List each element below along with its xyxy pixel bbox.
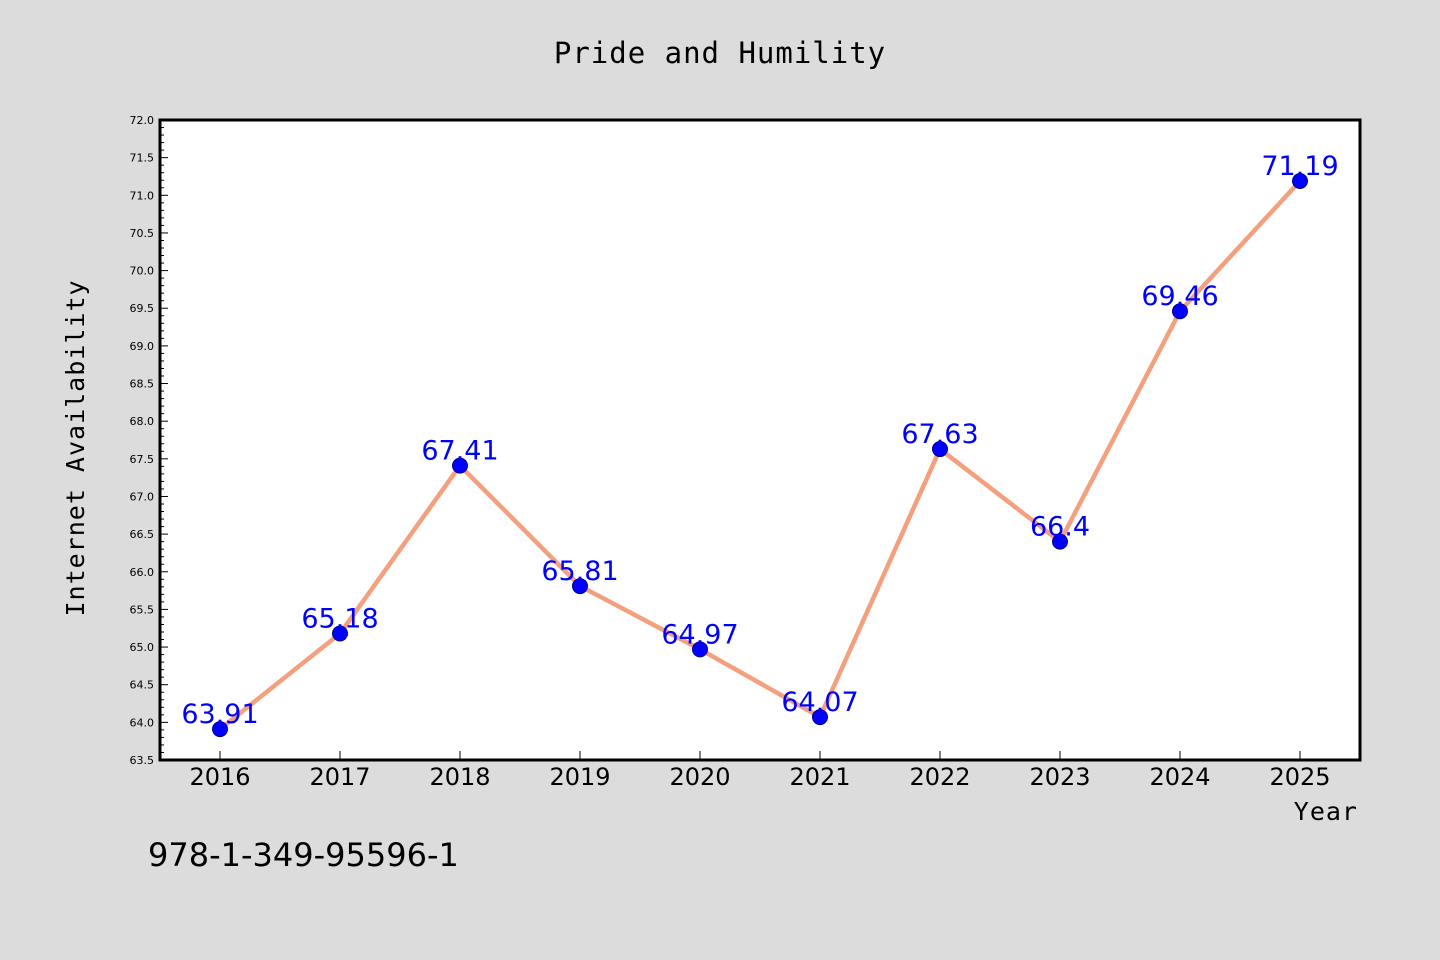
y-tick-label: 67.5 xyxy=(130,453,155,466)
axis-ticks: 63.5 64.0 64.5 65.0 65.5 66.0 66.5 67.0 67.5 68.0… xyxy=(130,114,1331,791)
y-axis-label: Internet Availability xyxy=(61,279,90,616)
data-point-marker xyxy=(812,709,828,726)
y-tick-label: 66.0 xyxy=(130,566,155,579)
y-tick-label: 64.0 xyxy=(130,716,155,729)
data-point-label: 67.63 xyxy=(901,419,978,450)
x-tick-label: 2016 xyxy=(189,763,250,791)
data-point-marker xyxy=(332,625,348,642)
series-line xyxy=(217,178,1303,732)
x-tick-label: 2023 xyxy=(1029,763,1090,791)
x-tick-label: 2020 xyxy=(669,763,730,791)
data-point-marker xyxy=(1292,172,1308,189)
y-tick-label: 63.5 xyxy=(130,754,155,767)
x-tick-label: 2018 xyxy=(429,763,490,791)
y-tick-label: 70.5 xyxy=(130,227,155,240)
x-axis-label: Year xyxy=(1294,797,1358,826)
data-point-label: 71.19 xyxy=(1261,151,1338,182)
data-point-label: 66.4 xyxy=(1030,512,1090,543)
y-tick-label: 67.0 xyxy=(130,490,155,503)
x-tick-label: 2017 xyxy=(309,763,370,791)
y-tick-label: 65.5 xyxy=(130,603,155,616)
y-tick-label: 71.0 xyxy=(130,189,155,202)
x-tick-label: 2021 xyxy=(789,763,850,791)
data-point-label: 65.81 xyxy=(541,556,618,587)
data-point-label: 64.97 xyxy=(661,619,738,650)
y-tick-label: 71.5 xyxy=(130,152,155,165)
x-tick-label: 2022 xyxy=(909,763,970,791)
data-point-marker xyxy=(1172,303,1188,320)
data-series: 63.91 65.18 67.41 65.81 64.97 64.07 67.63 66.4 6… xyxy=(181,151,1339,738)
data-point-marker xyxy=(212,721,228,738)
y-tick-label: 69.5 xyxy=(130,302,155,315)
y-tick-label: 68.5 xyxy=(130,378,155,391)
y-tick-label: 72.0 xyxy=(130,114,155,127)
x-tick-label: 2025 xyxy=(1269,763,1330,791)
y-tick-label: 68.0 xyxy=(130,415,155,428)
x-tick-label: 2019 xyxy=(549,763,610,791)
y-tick-label: 66.5 xyxy=(130,528,155,541)
y-tick-label: 64.5 xyxy=(130,679,155,692)
data-point-marker xyxy=(572,578,588,595)
y-tick-label: 65.0 xyxy=(130,641,155,654)
data-point-label: 67.41 xyxy=(421,436,498,467)
x-tick-label: 2024 xyxy=(1149,763,1210,791)
data-point-label: 69.46 xyxy=(1141,281,1218,312)
isbn-footer: 978-1-349-95596-1 xyxy=(148,836,459,874)
data-point-marker xyxy=(1052,533,1068,550)
y-tick-label: 69.0 xyxy=(130,340,155,353)
data-point-marker xyxy=(932,441,948,458)
data-point-marker xyxy=(452,457,468,474)
data-point-marker xyxy=(692,641,708,658)
data-point-label: 65.18 xyxy=(301,604,378,635)
plot-area xyxy=(160,120,1360,760)
data-point-label: 63.91 xyxy=(181,699,258,730)
y-tick-label: 70.0 xyxy=(130,265,155,278)
data-point-label: 64.07 xyxy=(781,687,858,718)
plot-frame xyxy=(158,118,1362,762)
chart-title: Pride and Humility xyxy=(554,36,886,70)
